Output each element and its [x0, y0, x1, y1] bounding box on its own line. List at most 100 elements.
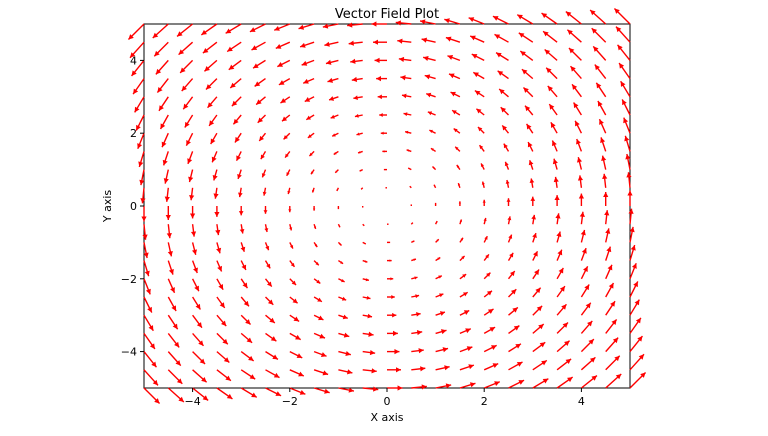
- vector-arrow: [210, 132, 218, 145]
- arrow-head: [465, 328, 471, 334]
- arrow-head: [291, 280, 297, 286]
- arrow-head: [513, 325, 520, 331]
- vector-arrow: [483, 344, 497, 353]
- arrow-head: [296, 353, 303, 358]
- arrow-head: [222, 338, 228, 345]
- vector-arrow: [456, 164, 461, 170]
- vector-arrow: [338, 332, 350, 338]
- arrow-head: [228, 64, 235, 70]
- vector-arrow: [528, 160, 534, 170]
- arrow-head: [371, 368, 377, 374]
- arrow-head: [494, 381, 500, 387]
- vector-arrow: [483, 362, 499, 371]
- vector-arrow: [178, 41, 194, 56]
- arrow-head: [413, 258, 416, 261]
- vector-arrow: [555, 213, 561, 225]
- vector-arrow: [191, 242, 198, 256]
- arrow-head: [275, 391, 282, 396]
- vector-arrow: [387, 330, 398, 336]
- arrow-head: [510, 289, 517, 295]
- arrow-head: [373, 386, 379, 392]
- arrow-head: [212, 174, 218, 181]
- arrow-head: [216, 247, 222, 254]
- arrow-head: [572, 84, 578, 90]
- arrow-head: [318, 315, 324, 321]
- arrow-head: [452, 110, 457, 115]
- arrow-head: [240, 246, 246, 252]
- vector-arrow: [286, 169, 291, 177]
- arrow-head: [327, 77, 334, 83]
- arrow-head: [461, 255, 465, 260]
- arrow-head: [161, 141, 167, 148]
- arrow-head: [633, 281, 638, 288]
- arrow-head: [260, 154, 265, 160]
- arrow-head: [354, 113, 359, 118]
- vector-arrow: [508, 306, 519, 316]
- vector-arrow: [313, 387, 330, 394]
- arrow-head: [591, 375, 597, 381]
- vector-arrow: [152, 23, 169, 39]
- vector-arrow: [532, 232, 537, 243]
- arrow-head: [499, 89, 505, 95]
- arrow-head: [561, 304, 567, 310]
- vector-arrow: [362, 313, 373, 319]
- arrow-head: [525, 105, 531, 112]
- vector-arrow: [167, 369, 183, 385]
- vector-arrow: [411, 258, 417, 262]
- vector-arrow: [338, 387, 355, 393]
- arrow-head: [166, 232, 172, 239]
- vector-arrow: [228, 59, 242, 71]
- vector-arrow: [179, 59, 194, 74]
- vector-arrow: [185, 132, 194, 146]
- arrow-head: [631, 263, 637, 269]
- arrow-head: [143, 252, 149, 258]
- arrow-head: [629, 226, 635, 233]
- arrow-head: [482, 199, 486, 203]
- arrow-head: [589, 357, 596, 363]
- vector-arrow: [397, 38, 412, 44]
- arrow-head: [199, 358, 206, 365]
- vector-arrow: [629, 335, 643, 353]
- arrow-head: [140, 198, 146, 204]
- arrow-head: [489, 327, 496, 332]
- arrow-head: [204, 66, 210, 72]
- vector-arrow: [579, 211, 585, 225]
- vector-arrow: [283, 132, 291, 140]
- vector-arrow: [507, 216, 512, 225]
- y-tick-label: 2: [130, 127, 137, 140]
- vector-arrow: [205, 78, 218, 90]
- vector-arrow: [216, 314, 227, 327]
- arrow-head: [415, 294, 420, 299]
- arrow-head: [626, 172, 632, 178]
- vector-arrow: [411, 294, 420, 299]
- vector-arrow: [459, 291, 469, 298]
- arrow-head: [445, 383, 452, 389]
- vector-arrow: [142, 224, 148, 240]
- arrow-head: [433, 184, 436, 187]
- arrow-head: [439, 311, 445, 316]
- vector-arrow: [629, 281, 639, 298]
- arrow-head: [547, 85, 553, 92]
- vector-arrow: [551, 140, 558, 152]
- arrow-head: [351, 76, 358, 83]
- arrow-head: [437, 257, 441, 261]
- arrow-head: [162, 159, 168, 166]
- vector-arrow: [580, 338, 595, 353]
- arrow-head: [263, 210, 268, 214]
- arrow-head: [494, 34, 501, 40]
- arrow-head: [405, 130, 409, 134]
- vector-arrow: [459, 328, 472, 335]
- arrow-head: [596, 82, 602, 89]
- vector-arrow: [605, 337, 619, 353]
- vector-arrow: [620, 80, 631, 98]
- arrow-head: [468, 364, 474, 370]
- vector-arrow: [138, 151, 145, 168]
- arrow-head: [502, 125, 508, 131]
- x-tick-label: 2: [481, 395, 488, 408]
- vector-arrow: [167, 332, 180, 348]
- arrow-head: [638, 354, 645, 360]
- vector-arrow: [628, 208, 634, 225]
- vector-arrow: [143, 314, 154, 332]
- vector-arrow: [305, 114, 315, 121]
- arrow-head: [155, 68, 162, 75]
